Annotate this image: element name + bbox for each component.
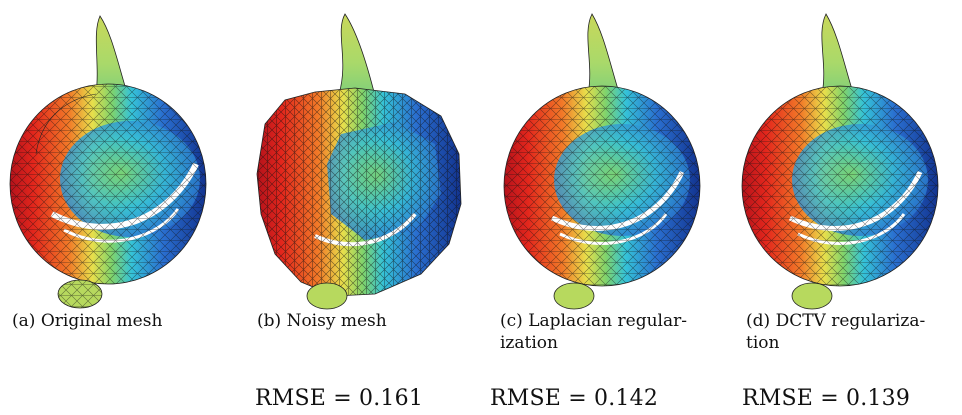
original-mesh-image [9, 15, 207, 309]
noisy-mesh-image [256, 13, 462, 310]
dctv-mesh-image [741, 13, 939, 310]
panel-laplacian: (c) Laplacian regular- ization RMSE = 0.… [490, 0, 730, 415]
panel-dctv: (d) DCTV regulariza- tion RMSE = 0.139 [722, 0, 962, 415]
rmse-c: RMSE = 0.142 [490, 386, 659, 411]
caption-d: (d) DCTV regulariza- tion [746, 311, 926, 353]
laplacian-mesh-image [503, 13, 701, 310]
rmse-b: RMSE = 0.161 [255, 386, 424, 411]
caption-a: (a) Original mesh [12, 311, 163, 331]
caption-b: (b) Noisy mesh [257, 311, 387, 331]
caption-c: (c) Laplacian regular- ization [500, 311, 687, 353]
panel-noisy: (b) Noisy mesh RMSE = 0.161 [245, 0, 485, 415]
panel-original: (a) Original mesh [0, 0, 240, 415]
rmse-d: RMSE = 0.139 [742, 386, 911, 411]
